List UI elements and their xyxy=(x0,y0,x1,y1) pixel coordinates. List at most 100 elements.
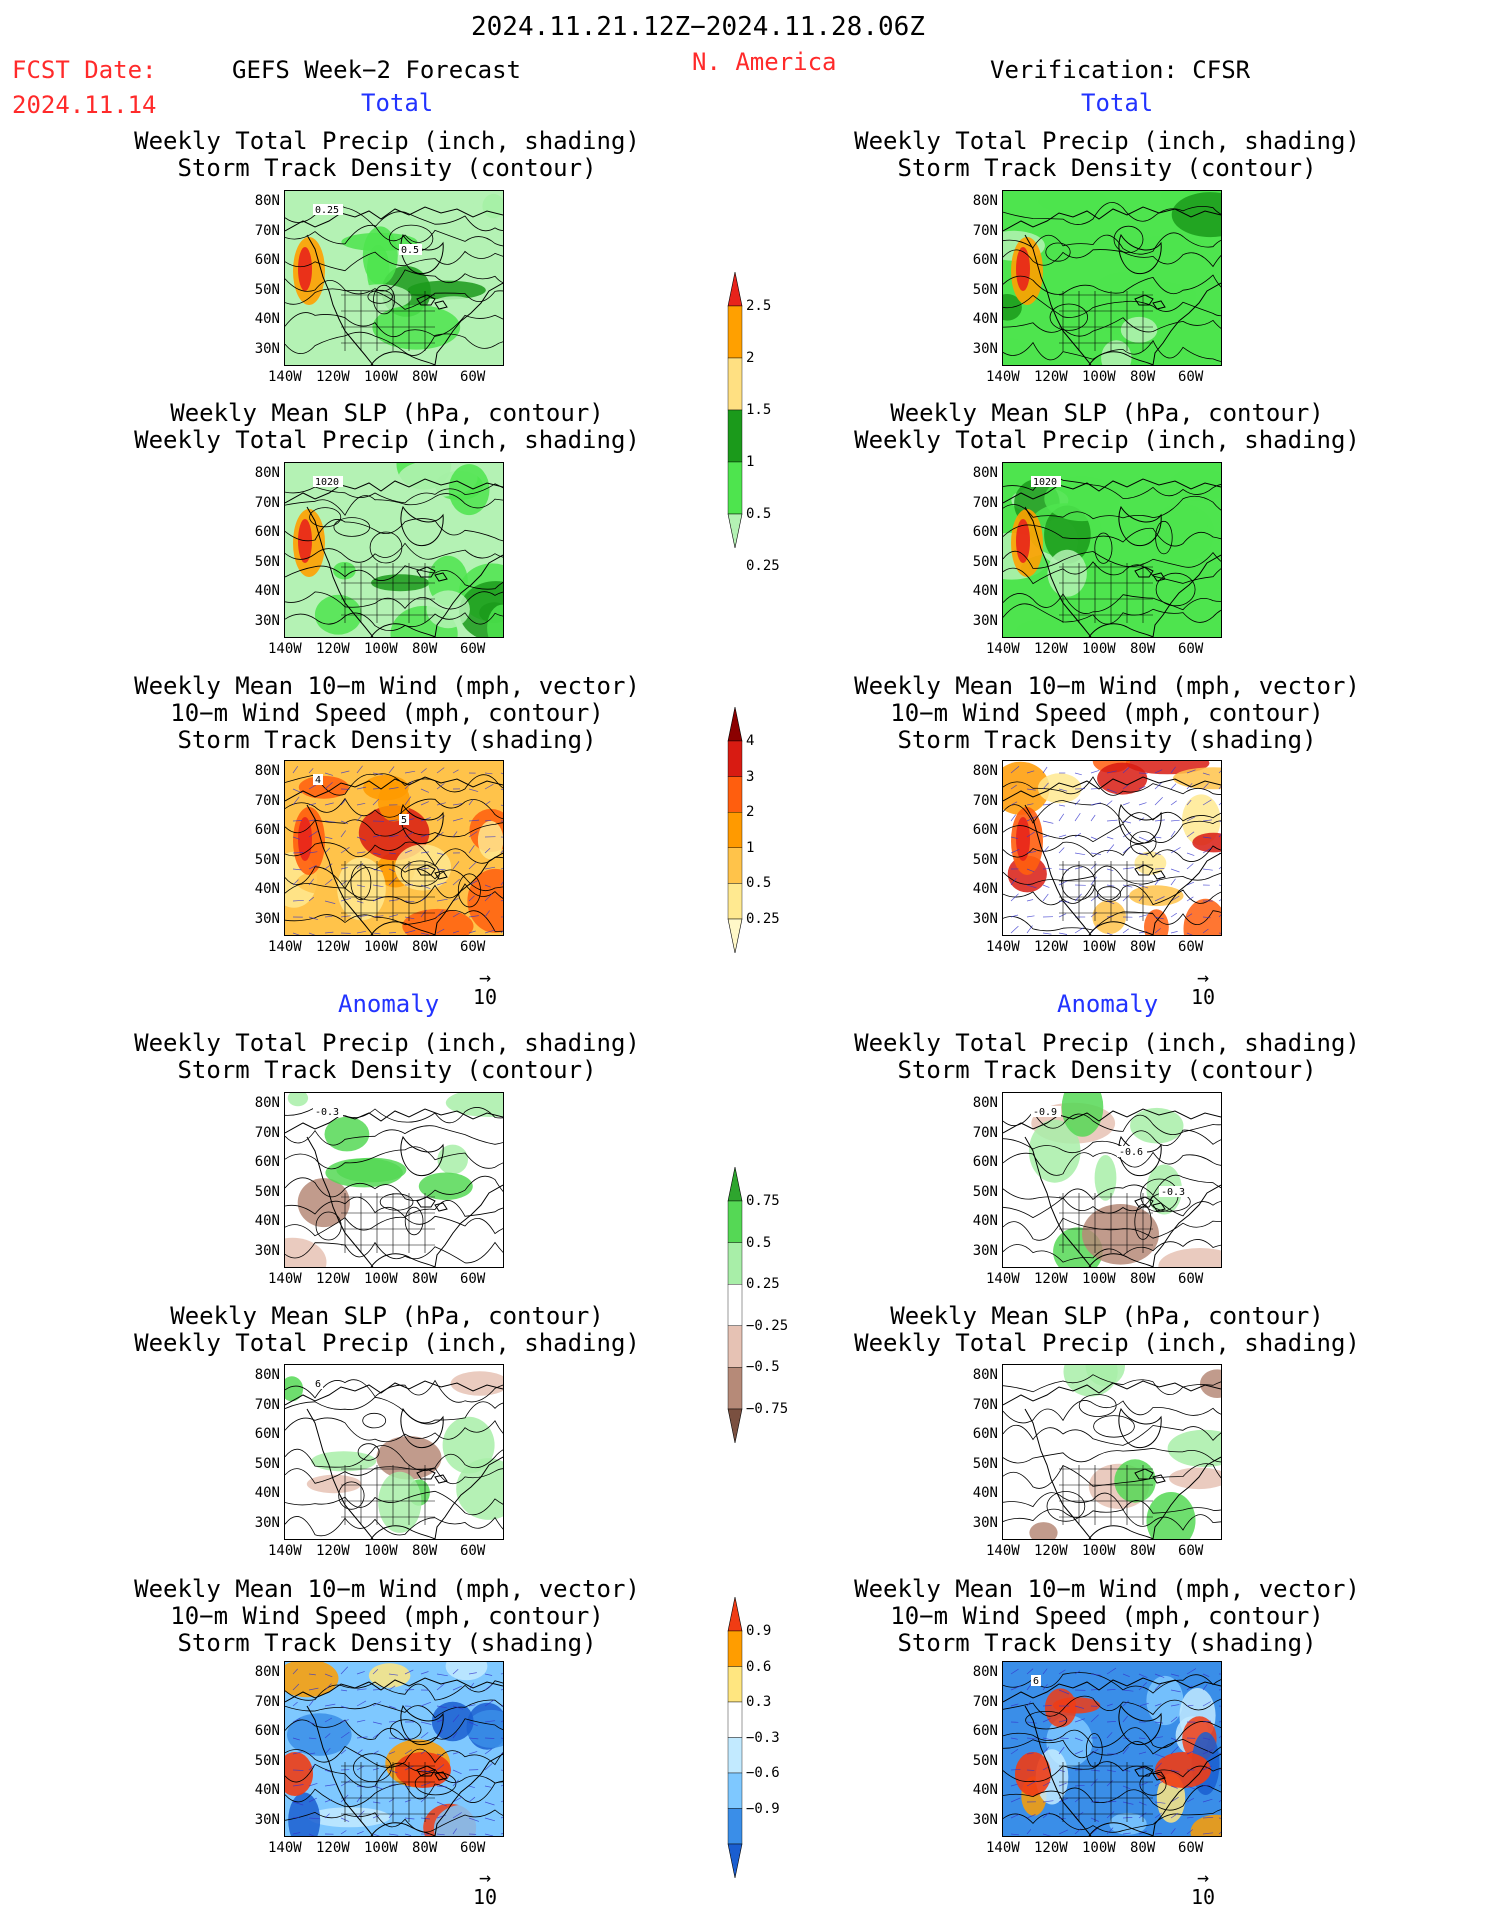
lon-tick-label: 140W xyxy=(268,1271,302,1287)
colorbar-graphic xyxy=(727,1166,743,1444)
lon-tick-label: 120W xyxy=(1034,939,1068,955)
lat-tick-label: 80N xyxy=(254,763,280,779)
lon-tick-label: 60W xyxy=(1178,939,1204,955)
lat-tick-label: 50N xyxy=(254,1752,280,1769)
lon-tick-label: 60W xyxy=(460,939,486,955)
lat-tick-label: 70N xyxy=(972,494,998,511)
map-canvas: 0.25 0.5 xyxy=(285,191,503,365)
lon-tick-label: 80W xyxy=(412,641,438,657)
title-right-4: Weekly Total Precip (inch, shading) Stor… xyxy=(854,1029,1360,1084)
lon-tick-label: 80W xyxy=(412,1271,438,1287)
map-panel-gefs-precip-anomaly: -0.3 xyxy=(284,1092,504,1268)
map-canvas xyxy=(285,1662,503,1836)
title-right-5: Weekly Mean SLP (hPa, contour) Weekly To… xyxy=(854,1302,1360,1357)
lat-tick-label: 60N xyxy=(972,524,998,540)
map-canvas: 45 xyxy=(285,761,503,935)
contour-label: 1020 xyxy=(315,477,339,488)
colorbar-tick-label: 2 xyxy=(746,804,755,821)
colorbar-tick-label: 0.25 xyxy=(746,911,780,927)
map-panel-gefs-precip-total: 0.25 0.5 xyxy=(284,190,504,366)
lon-tick-label: 120W xyxy=(1034,641,1068,657)
colorbar-tick-label: 3 xyxy=(746,768,755,785)
lon-tick-label: 60W xyxy=(460,641,486,657)
lat-tick-label: 40N xyxy=(254,583,280,599)
lat-tick-label: 80N xyxy=(972,1367,998,1383)
title-right-6: Weekly Mean 10−m Wind (mph, vector) 10−m… xyxy=(854,1575,1360,1657)
lon-tick-label: 100W xyxy=(1082,1840,1116,1856)
lat-tick-label: 80N xyxy=(254,193,280,209)
lon-tick-label: 80W xyxy=(1130,1840,1156,1856)
title-left-3: Weekly Mean 10−m Wind (mph, vector) 10−m… xyxy=(134,672,640,754)
lat-tick-label: 60N xyxy=(972,1426,998,1442)
map-panel-cfsr-slp-total: 1020 xyxy=(1002,462,1222,638)
title-left-5: Weekly Mean SLP (hPa, contour) Weekly To… xyxy=(134,1302,640,1357)
lat-tick-label: 70N xyxy=(972,1396,998,1413)
lat-tick-label: 30N xyxy=(254,1514,280,1531)
lat-tick-label: 30N xyxy=(972,340,998,357)
colorbar-storm-anomaly: 0.9 0.6 0.3 −0.3 −0.6 −0.9 xyxy=(720,1595,800,1880)
lat-tick-label: 50N xyxy=(254,851,280,868)
lat-tick-label: 40N xyxy=(254,1485,280,1501)
lon-tick-label: 120W xyxy=(1034,1271,1068,1287)
lat-tick-label: 30N xyxy=(972,910,998,927)
lon-tick-label: 140W xyxy=(268,1543,302,1559)
lon-tick-label: 140W xyxy=(986,641,1020,657)
contour-label: 0.5 xyxy=(401,245,419,256)
lon-tick-label: 100W xyxy=(1082,1271,1116,1287)
period-title: 2024.11.21.12Z−2024.11.28.06Z xyxy=(471,12,925,42)
colorbar-tick-label: −0.25 xyxy=(746,1317,789,1334)
lat-tick-label: 30N xyxy=(972,1242,998,1259)
lat-tick-label: 60N xyxy=(972,1723,998,1739)
lat-tick-label: 30N xyxy=(254,1811,280,1828)
lat-tick-label: 60N xyxy=(254,822,280,838)
lat-tick-label: 70N xyxy=(972,792,998,809)
colorbar-tick-label: 0.25 xyxy=(746,558,780,574)
lat-tick-label: 60N xyxy=(254,524,280,540)
lat-tick-label: 40N xyxy=(972,881,998,897)
colorbar-precip-total: 2.5 2 1.5 1 0.5 0.25 xyxy=(720,270,800,573)
lat-tick-label: 80N xyxy=(254,1367,280,1383)
map-panel-cfsr-wind-anomaly: 6 xyxy=(1002,1661,1222,1837)
lat-tick-label: 40N xyxy=(254,1213,280,1229)
lat-tick-label: 30N xyxy=(254,612,280,629)
map-canvas xyxy=(1003,191,1221,365)
lat-tick-label: 60N xyxy=(972,1154,998,1170)
lat-tick-label: 70N xyxy=(972,222,998,239)
lon-tick-label: 120W xyxy=(316,1271,350,1287)
lat-tick-label: 80N xyxy=(972,1664,998,1680)
lon-tick-label: 100W xyxy=(1082,641,1116,657)
lon-tick-label: 80W xyxy=(412,1543,438,1559)
lat-tick-label: 40N xyxy=(254,1782,280,1798)
colorbar-tick-label: 1.5 xyxy=(746,402,772,418)
lon-tick-label: 140W xyxy=(986,369,1020,385)
lon-tick-label: 80W xyxy=(412,939,438,955)
map-canvas: -0.9 -0.6 -0.3 xyxy=(1003,1093,1221,1267)
contour-label: 1020 xyxy=(1033,477,1057,488)
lon-tick-label: 80W xyxy=(1130,1271,1156,1287)
title-left-6: Weekly Mean 10−m Wind (mph, vector) 10−m… xyxy=(134,1575,640,1657)
lat-tick-label: 70N xyxy=(972,1124,998,1141)
map-panel-cfsr-precip-anomaly: -0.9 -0.6 -0.3 xyxy=(1002,1092,1222,1268)
map-canvas: 6 xyxy=(1003,1662,1221,1836)
contour-label: -0.9 xyxy=(1033,1107,1057,1118)
colorbar-tick-label: 1 xyxy=(746,839,755,856)
right-anomaly-label: Anomaly xyxy=(1057,990,1159,1018)
lon-tick-label: 100W xyxy=(364,939,398,955)
lon-tick-label: 100W xyxy=(1082,369,1116,385)
contour-label: -0.3 xyxy=(1161,1187,1185,1198)
lon-tick-label: 80W xyxy=(412,1840,438,1856)
colorbar-storm-total: 4 3 2 1 0.5 0.25 xyxy=(720,705,800,955)
lat-tick-label: 70N xyxy=(254,222,280,239)
lon-tick-label: 120W xyxy=(316,939,350,955)
lat-tick-label: 80N xyxy=(972,465,998,481)
lon-tick-label: 120W xyxy=(1034,1840,1068,1856)
lat-tick-label: 50N xyxy=(972,851,998,868)
right-column-title: Verification: CFSR xyxy=(990,56,1251,84)
colorbar-tick-label: 4 xyxy=(746,733,755,749)
lon-tick-label: 60W xyxy=(1178,641,1204,657)
lon-tick-label: 120W xyxy=(316,1543,350,1559)
lon-tick-label: 120W xyxy=(316,369,350,385)
lat-tick-label: 60N xyxy=(972,822,998,838)
lat-tick-label: 50N xyxy=(972,553,998,570)
